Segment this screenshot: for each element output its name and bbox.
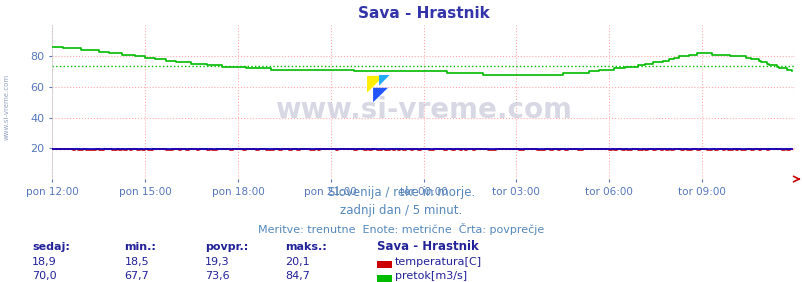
Text: Slovenija / reke in morje.: Slovenija / reke in morje. (327, 186, 475, 199)
Text: 18,9: 18,9 (32, 257, 57, 266)
Text: 67,7: 67,7 (124, 271, 149, 281)
Text: ◤: ◤ (373, 85, 387, 104)
Text: Sava - Hrastnik: Sava - Hrastnik (377, 240, 479, 253)
Title: Sava - Hrastnik: Sava - Hrastnik (357, 6, 489, 21)
Text: 19,3: 19,3 (205, 257, 229, 266)
Text: 20,1: 20,1 (285, 257, 310, 266)
Text: 84,7: 84,7 (285, 271, 310, 281)
Text: pretok[m3/s]: pretok[m3/s] (395, 271, 467, 281)
Text: 70,0: 70,0 (32, 271, 57, 281)
Text: ◤: ◤ (379, 72, 389, 86)
Text: 18,5: 18,5 (124, 257, 149, 266)
Text: min.:: min.: (124, 242, 156, 252)
Text: sedaj:: sedaj: (32, 242, 70, 252)
Text: www.si-vreme.com: www.si-vreme.com (3, 74, 10, 140)
Text: zadnji dan / 5 minut.: zadnji dan / 5 minut. (340, 204, 462, 217)
Text: Meritve: trenutne  Enote: metrične  Črta: povprečje: Meritve: trenutne Enote: metrične Črta: … (258, 223, 544, 235)
Text: 73,6: 73,6 (205, 271, 229, 281)
Text: www.si-vreme.com: www.si-vreme.com (275, 96, 571, 124)
Text: maks.:: maks.: (285, 242, 326, 252)
Text: temperatura[C]: temperatura[C] (395, 257, 481, 266)
Text: povpr.:: povpr.: (205, 242, 248, 252)
Text: ◤: ◤ (367, 74, 383, 94)
